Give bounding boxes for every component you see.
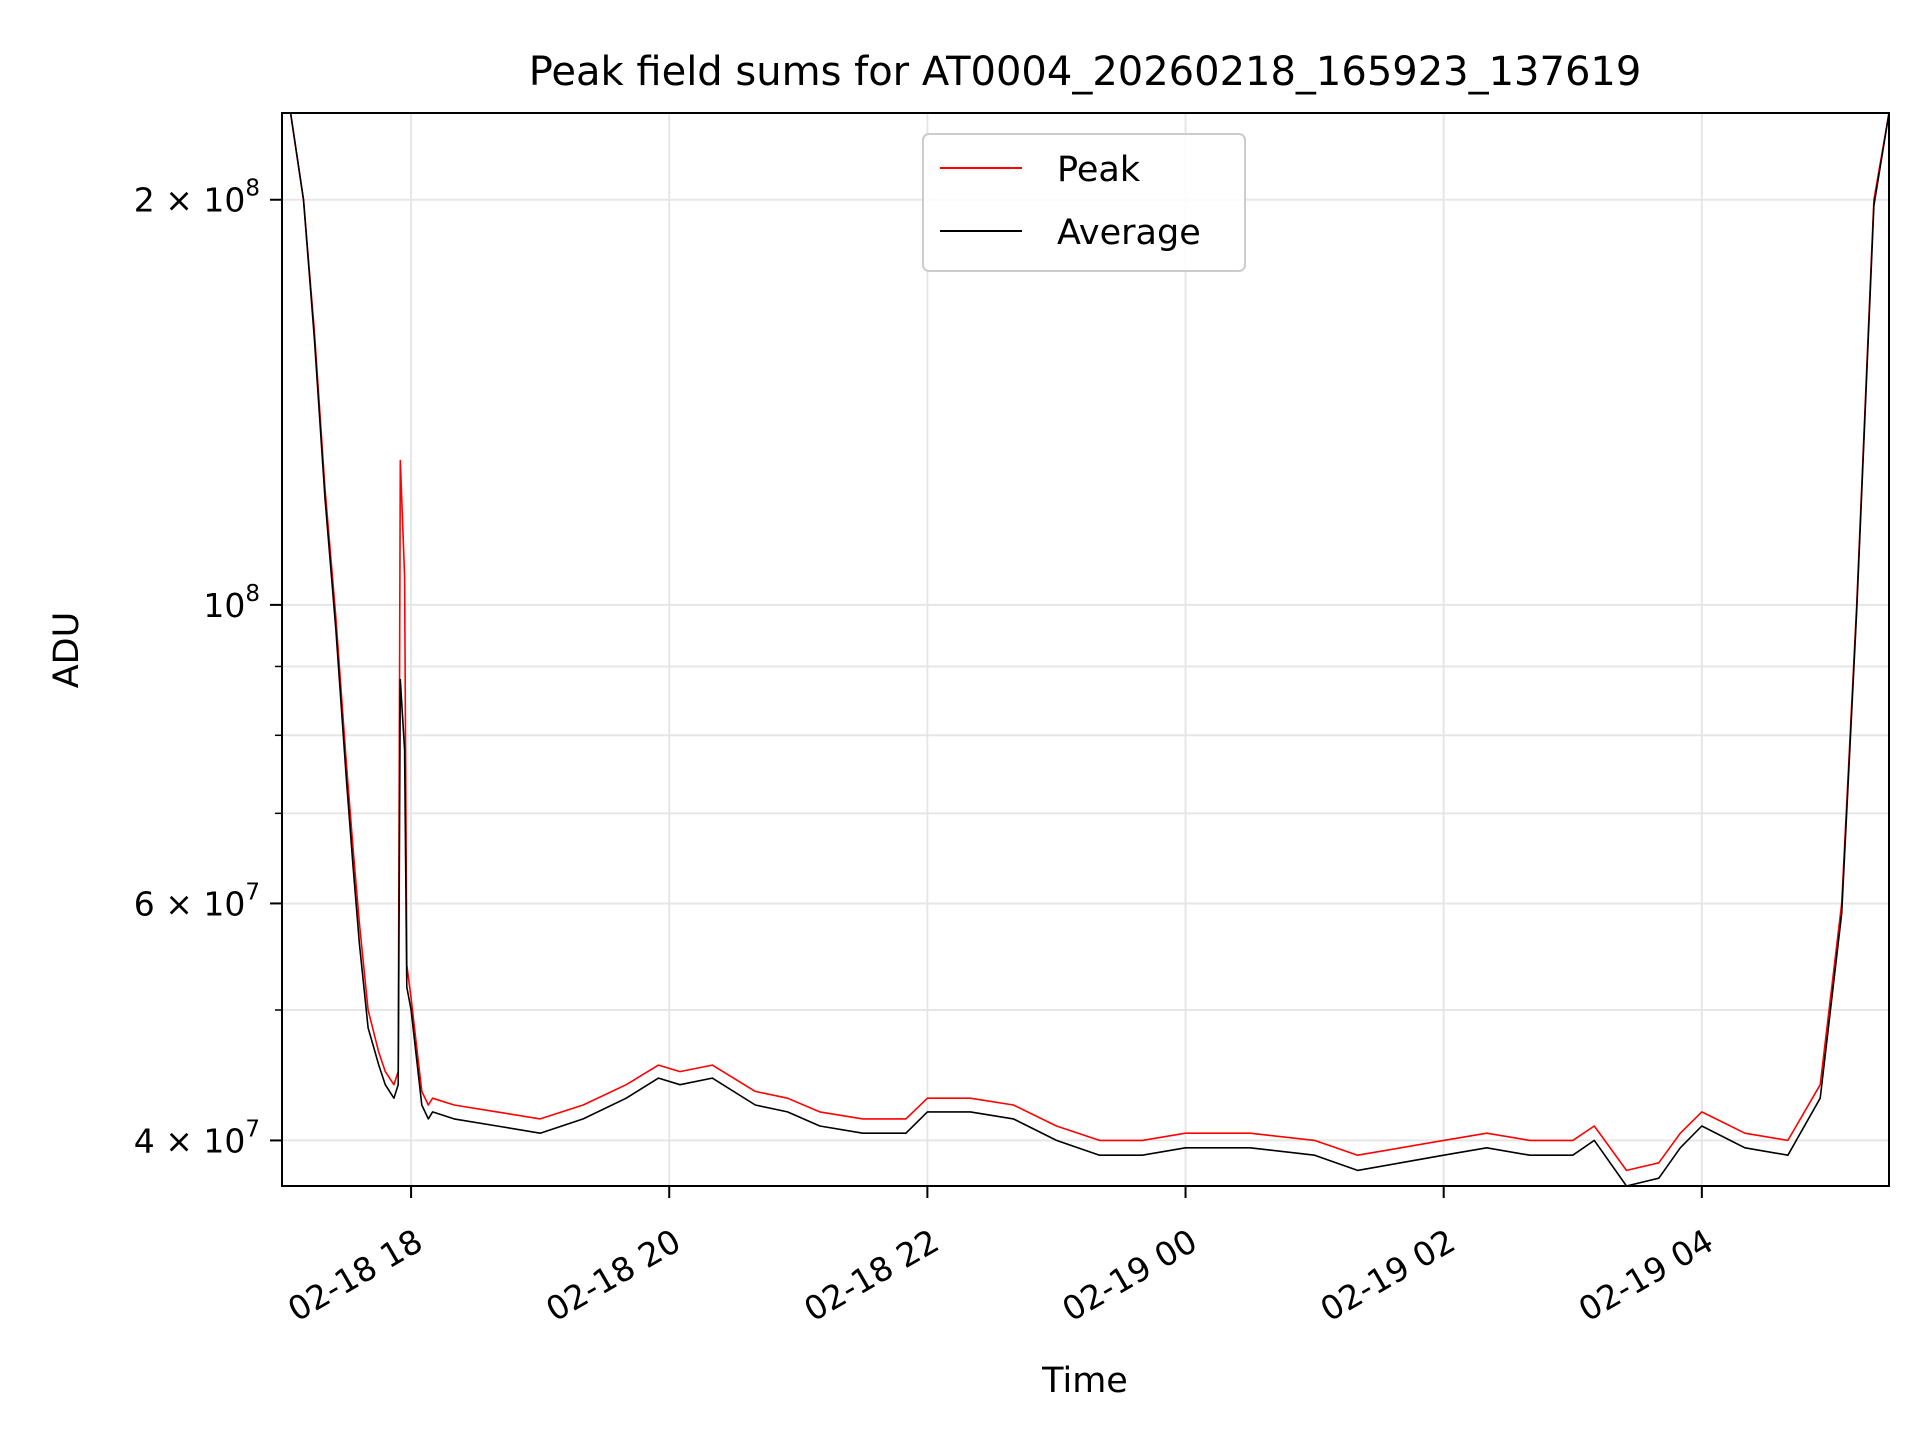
plot-lines bbox=[289, 112, 1890, 1187]
x-axis-label: Time bbox=[1041, 1361, 1128, 1401]
y-axis: 4 × 107 6 × 107 108 2 × 108 bbox=[134, 176, 282, 1160]
y-tick-label: 6 × 107 bbox=[134, 879, 260, 923]
series-line-peak bbox=[289, 112, 1890, 1172]
y-tick-label: 4 × 107 bbox=[134, 1116, 260, 1160]
y-tick-label: 2 × 108 bbox=[134, 176, 260, 220]
y-tick-label: 108 bbox=[203, 581, 260, 625]
axes-frame bbox=[281, 112, 1890, 1187]
legend-label-average: Average bbox=[1057, 213, 1201, 253]
chart-title: Peak field sums for AT0004_20260218_1659… bbox=[529, 49, 1642, 95]
y-axis-label: ADU bbox=[47, 612, 87, 689]
legend-label-peak: Peak bbox=[1057, 150, 1141, 190]
legend: Peak Average bbox=[922, 133, 1246, 272]
series-line-average bbox=[289, 112, 1890, 1187]
